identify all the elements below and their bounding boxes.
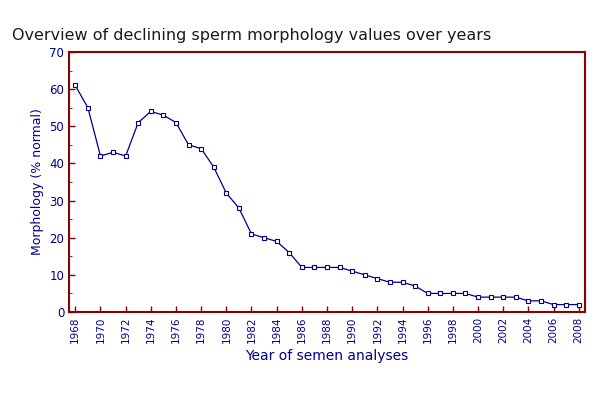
X-axis label: Year of semen analyses: Year of semen analyses [245,349,409,363]
Y-axis label: Morphology (% normal): Morphology (% normal) [31,108,44,256]
Text: Overview of declining sperm morphology values over years: Overview of declining sperm morphology v… [12,28,491,43]
